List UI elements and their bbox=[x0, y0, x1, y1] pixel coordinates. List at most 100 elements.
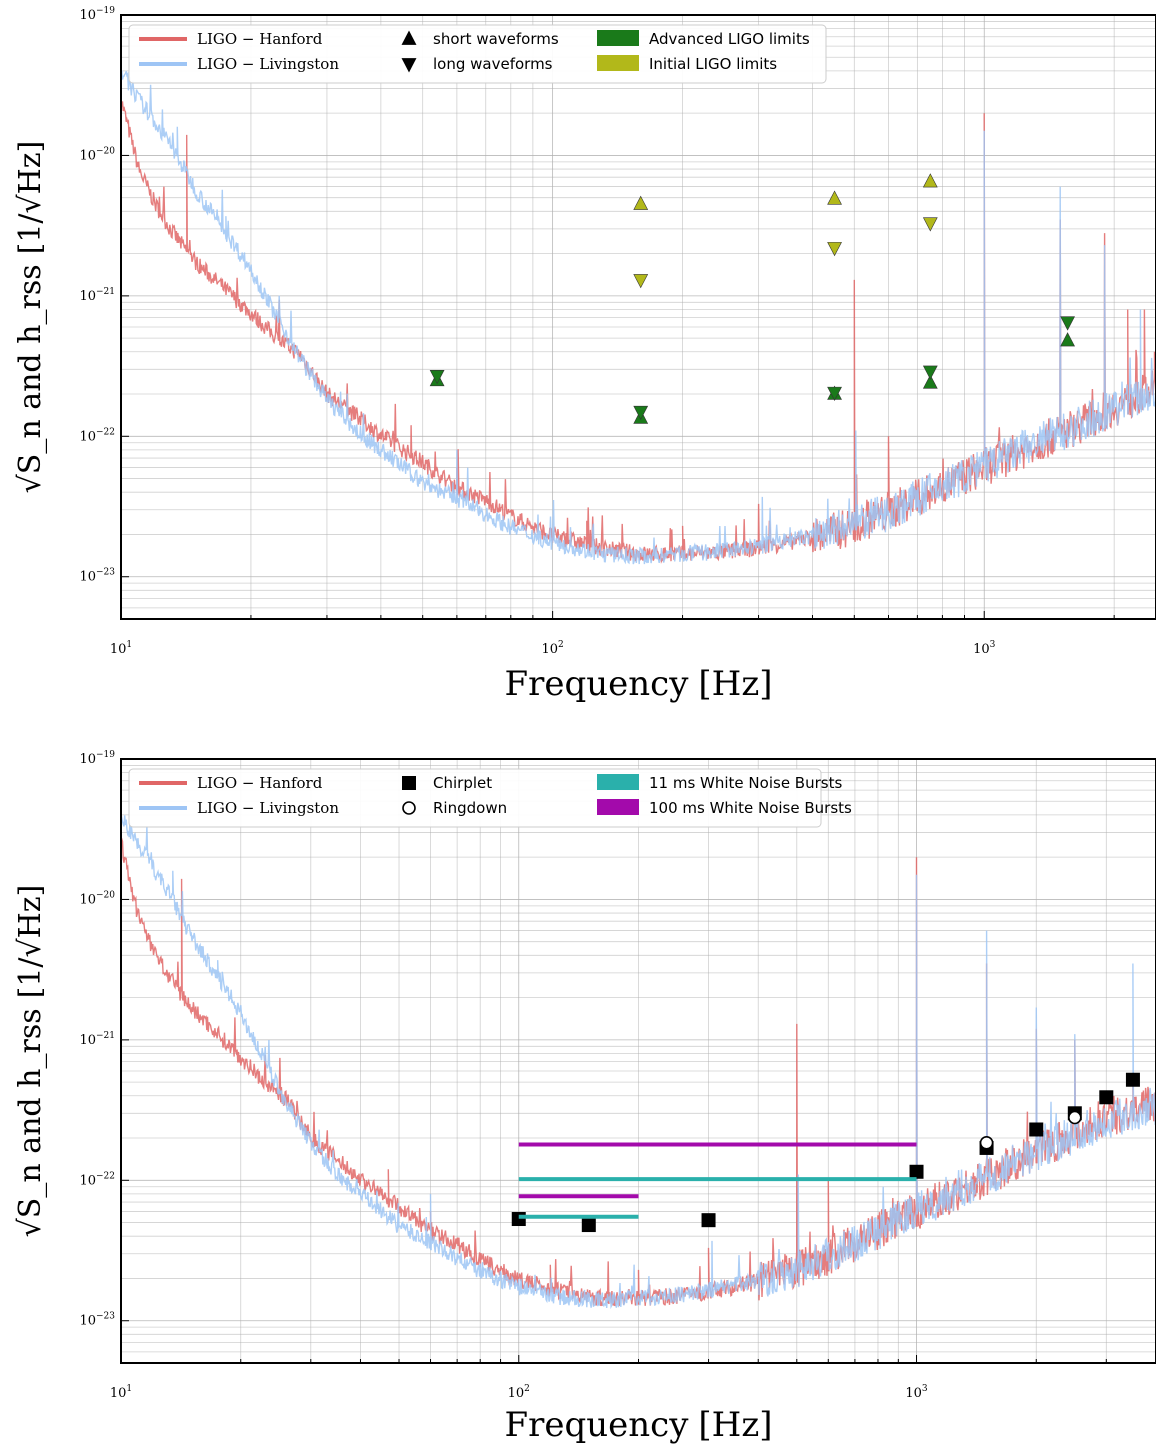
legend-box bbox=[128, 24, 827, 84]
x-tick-exponent: 2 bbox=[524, 1384, 530, 1394]
legend: LIGO − Hanford LIGO − Livingston short wav… bbox=[128, 24, 827, 84]
y-tick-label: 10−20 bbox=[79, 146, 115, 163]
legend-color-swatch bbox=[597, 55, 639, 71]
x-axis-label: Frequency [Hz] bbox=[505, 1405, 773, 1445]
y-tick-base: 10 bbox=[79, 289, 96, 304]
legend-label: Chirplet bbox=[433, 774, 492, 792]
y-tick-exponent: −23 bbox=[96, 1312, 115, 1322]
y-tick-label: 10−21 bbox=[79, 1031, 115, 1048]
plot-area bbox=[121, 70, 1156, 565]
y-tick-exponent: −20 bbox=[96, 146, 115, 156]
x-tick-label: 101 bbox=[110, 640, 132, 657]
y-tick-base: 10 bbox=[79, 1033, 96, 1048]
square-icon bbox=[402, 776, 416, 790]
x-axis-label-text: Frequency bbox=[505, 664, 690, 704]
x-tick-label: 103 bbox=[905, 1384, 928, 1401]
legend-label: LIGO − Livingston bbox=[197, 799, 339, 817]
legend-label: 100 ms White Noise Bursts bbox=[649, 799, 852, 817]
y-tick-exponent: −19 bbox=[96, 750, 115, 760]
x-tick-label: 102 bbox=[508, 1384, 530, 1401]
legend-item: Ringdown bbox=[402, 799, 507, 817]
y-tick-base: 10 bbox=[79, 148, 96, 163]
chart-panel-2: 101 102 10310−1910−2010−2110−2210−23Freque… bbox=[13, 750, 1156, 1445]
x-tick-base: 10 bbox=[541, 642, 558, 657]
legend-label: LIGO − Livingston bbox=[197, 55, 339, 73]
triangle-up-icon bbox=[401, 30, 417, 45]
long-waveform-limit-marker bbox=[1060, 316, 1075, 331]
y-axis-label-text: √S_n and h_rss bbox=[13, 1008, 48, 1237]
legend-label: Initial LIGO limits bbox=[649, 55, 777, 73]
y-tick-exponent: −22 bbox=[96, 427, 115, 437]
x-tick-base: 10 bbox=[905, 1386, 922, 1401]
x-axis-label: Frequency [Hz] bbox=[505, 664, 773, 704]
y-tick-base: 10 bbox=[79, 892, 96, 907]
y-tick-exponent: −21 bbox=[96, 287, 115, 297]
short-waveform-limit-marker bbox=[827, 190, 842, 205]
long-waveform-limit-marker bbox=[429, 370, 445, 385]
y-tick-base: 10 bbox=[79, 752, 96, 767]
chirplet-marker bbox=[1029, 1122, 1044, 1137]
x-tick-exponent: 3 bbox=[990, 640, 996, 650]
legend-label: Ringdown bbox=[433, 799, 507, 817]
chirplet-marker bbox=[1099, 1090, 1114, 1105]
short-waveform-limit-marker bbox=[922, 173, 938, 188]
y-tick-label: 10−21 bbox=[79, 287, 115, 304]
legend-item: 100 ms White Noise Bursts bbox=[597, 799, 852, 817]
x-axis-label-text: Frequency bbox=[505, 1405, 690, 1445]
long-waveform-limit-marker bbox=[922, 365, 938, 380]
legend-item: LIGO − Livingston bbox=[139, 55, 339, 73]
long-waveform-limit-marker bbox=[827, 386, 842, 401]
x-tick-base: 10 bbox=[110, 642, 127, 657]
chirplet-marker bbox=[909, 1164, 924, 1179]
legend-item: Initial LIGO limits bbox=[597, 55, 777, 73]
y-tick-base: 10 bbox=[79, 429, 96, 444]
legend-label: short waveforms bbox=[433, 30, 559, 48]
plot-frame bbox=[120, 14, 1156, 620]
plot-area bbox=[121, 814, 1156, 1310]
legend-color-swatch bbox=[597, 30, 639, 46]
legend-color-swatch bbox=[597, 799, 639, 815]
y-tick-exponent: −20 bbox=[96, 890, 115, 900]
y-axis-label-unit: [1/√Hz] bbox=[13, 885, 48, 999]
chirplet-marker bbox=[511, 1212, 526, 1227]
chirplet-marker bbox=[581, 1218, 596, 1233]
noise-curve-livingston bbox=[121, 70, 1156, 565]
y-tick-exponent: −23 bbox=[96, 568, 115, 578]
long-waveform-limit-marker bbox=[922, 217, 938, 232]
legend-item: long waveforms bbox=[401, 55, 553, 73]
y-tick-label: 10−22 bbox=[79, 1171, 115, 1188]
y-tick-label: 10−20 bbox=[79, 890, 115, 907]
y-tick-label: 10−22 bbox=[79, 427, 115, 444]
circle-icon bbox=[402, 801, 416, 815]
legend-item: LIGO − Hanford bbox=[139, 30, 323, 48]
x-tick-exponent: 1 bbox=[126, 1384, 132, 1394]
legend-item: LIGO − Hanford bbox=[139, 774, 323, 792]
x-tick-base: 10 bbox=[110, 1386, 127, 1401]
legend-label: LIGO − Hanford bbox=[197, 774, 323, 792]
legend-label: 11 ms White Noise Bursts bbox=[649, 774, 842, 792]
y-axis-label-text: √S_n and h_rss bbox=[13, 264, 48, 493]
x-tick-label: 102 bbox=[541, 640, 563, 657]
x-tick-label: 103 bbox=[973, 640, 996, 657]
chirplet-marker bbox=[701, 1213, 716, 1228]
x-axis-label-unit: [Hz] bbox=[698, 664, 772, 704]
legend: LIGO − Hanford LIGO − Livingston Chirplet R… bbox=[128, 768, 852, 828]
y-tick-exponent: −21 bbox=[96, 1031, 115, 1041]
x-ticks bbox=[120, 1355, 1156, 1363]
short-waveform-limit-marker bbox=[1060, 332, 1075, 347]
ringdown-marker bbox=[979, 1135, 994, 1150]
legend-item: Advanced LIGO limits bbox=[597, 30, 810, 48]
y-tick-base: 10 bbox=[79, 1314, 96, 1329]
long-waveform-limit-marker bbox=[633, 405, 649, 421]
y-tick-label: 10−23 bbox=[79, 1312, 115, 1329]
legend-item: 11 ms White Noise Bursts bbox=[597, 774, 842, 792]
x-tick-exponent: 1 bbox=[126, 640, 132, 650]
x-tick-label: 101 bbox=[110, 1384, 132, 1401]
ringdown-marker bbox=[1068, 1110, 1082, 1125]
legend-item: LIGO − Livingston bbox=[139, 799, 339, 817]
x-tick-base: 10 bbox=[508, 1386, 525, 1401]
short-waveform-limit-marker bbox=[633, 195, 649, 210]
legend-item: short waveforms bbox=[401, 30, 559, 48]
legend-label: long waveforms bbox=[433, 55, 553, 73]
x-tick-exponent: 3 bbox=[922, 1384, 928, 1394]
